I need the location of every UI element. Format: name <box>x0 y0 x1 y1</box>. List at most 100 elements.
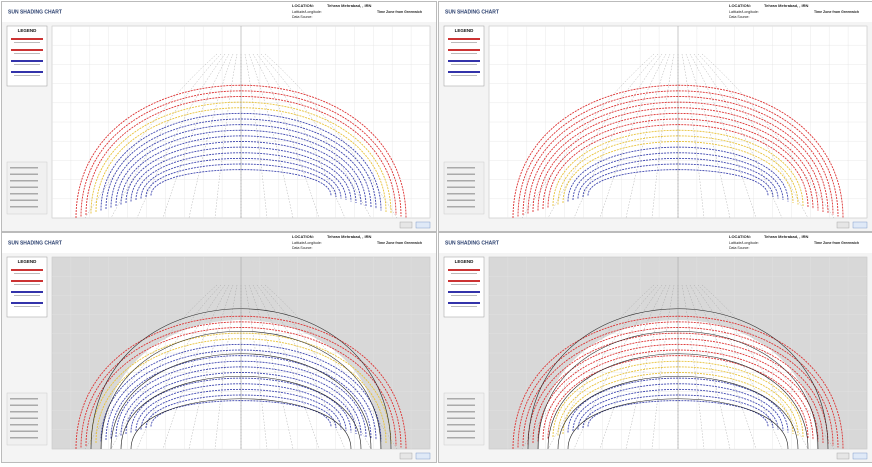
sun-path-arc <box>145 163 337 198</box>
option-row <box>447 404 475 406</box>
legend-swatch <box>448 49 480 51</box>
sun-path-arc <box>512 315 844 450</box>
legend-line <box>451 306 477 307</box>
option-row <box>10 424 38 426</box>
option-row <box>447 186 475 188</box>
legend-box <box>443 256 485 318</box>
button[interactable] <box>852 452 868 460</box>
button[interactable] <box>399 221 413 229</box>
sun-path-arc <box>512 84 844 219</box>
legend-line <box>14 273 40 274</box>
hour-line <box>689 53 757 219</box>
hour-line <box>162 53 230 219</box>
button[interactable] <box>415 221 431 229</box>
option-row <box>10 404 38 406</box>
hour-line <box>693 53 783 219</box>
legend-swatch <box>11 280 43 282</box>
location: Tehran Mehrabad, , IRN <box>764 3 808 8</box>
hour-line <box>244 53 268 219</box>
button[interactable] <box>852 221 868 229</box>
legend-line <box>14 295 40 296</box>
hour-line <box>547 284 659 450</box>
option-row <box>10 430 38 432</box>
latlon-label: Latitude/Longitude: <box>729 10 759 14</box>
option-row <box>447 180 475 182</box>
sun-path-arc <box>517 321 839 448</box>
legend-line <box>451 295 477 296</box>
sun-path-arc <box>557 366 799 436</box>
hour-line <box>697 284 809 450</box>
option-row <box>447 173 475 175</box>
option-row <box>10 167 38 169</box>
hour-line <box>110 53 222 219</box>
legend-line <box>451 273 477 274</box>
legend-swatch <box>448 71 480 73</box>
button[interactable] <box>836 221 850 229</box>
legend-swatch <box>11 71 43 73</box>
sun-path-arc <box>80 90 402 217</box>
option-row <box>447 417 475 419</box>
hour-line <box>110 284 222 450</box>
legend-swatch <box>448 269 480 271</box>
latlon-label: Latitude/Longitude: <box>292 241 322 245</box>
hour-line <box>697 53 809 219</box>
hour-line <box>681 53 705 219</box>
legend-swatch <box>448 60 480 62</box>
option-row <box>447 206 475 208</box>
legend-line <box>14 284 40 285</box>
option-row <box>447 193 475 195</box>
hour-line <box>681 284 705 450</box>
button[interactable] <box>415 452 431 460</box>
hour-line <box>252 284 320 450</box>
option-row <box>10 417 38 419</box>
sun-path-arc <box>557 135 799 205</box>
legend-title: LEGEND <box>18 28 38 33</box>
hour-line <box>651 53 675 219</box>
option-row <box>10 411 38 413</box>
header-bar <box>439 233 872 253</box>
option-row <box>10 173 38 175</box>
sun-path-arc <box>120 135 362 205</box>
sun-path-arc <box>120 366 362 436</box>
chart-panel: SUN SHADING CHART LOCATION: Tehran Mehraba… <box>1 232 437 463</box>
legend-swatch <box>11 60 43 62</box>
option-row <box>10 437 38 439</box>
hour-line <box>599 284 667 450</box>
source-label: Data Source: <box>292 15 312 19</box>
legend-title: LEGEND <box>18 259 38 264</box>
button[interactable] <box>836 452 850 460</box>
source-label: Data Source: <box>729 15 749 19</box>
header-bar <box>2 233 436 253</box>
hour-line <box>214 53 238 219</box>
chart-panel: SUN SHADING CHART LOCATION: Tehran Mehraba… <box>1 1 437 232</box>
hour-line <box>685 284 731 450</box>
sun-path-arc <box>582 394 774 429</box>
timezone: Time Zone from Greenwich <box>377 10 422 14</box>
timezone: Time Zone from Greenwich <box>814 241 859 245</box>
hour-line <box>260 284 372 450</box>
hour-line <box>248 53 294 219</box>
legend-box <box>6 25 48 87</box>
legend-swatch <box>11 302 43 304</box>
option-row <box>447 424 475 426</box>
latlon-label: Latitude/Longitude: <box>292 10 322 14</box>
hour-line <box>256 284 346 450</box>
legend-line <box>14 53 40 54</box>
hour-line <box>214 284 238 450</box>
legend-title: LEGEND <box>455 28 475 33</box>
button[interactable] <box>399 452 413 460</box>
legend-line <box>451 75 477 76</box>
hour-line <box>651 284 675 450</box>
panel-canvas: SUN SHADING CHART LOCATION: Tehran Mehraba… <box>439 2 872 229</box>
panel-title: SUN SHADING CHART <box>445 240 499 246</box>
timezone: Time Zone from Greenwich <box>377 241 422 245</box>
location-label: LOCATION: <box>292 234 314 239</box>
hour-line <box>260 53 372 219</box>
legend-swatch <box>11 38 43 40</box>
hour-line <box>252 53 320 219</box>
hour-line <box>248 284 294 450</box>
latlon-label: Latitude/Longitude: <box>729 241 759 245</box>
panel-canvas: SUN SHADING CHART LOCATION: Tehran Mehraba… <box>439 233 872 460</box>
legend-line <box>14 42 40 43</box>
